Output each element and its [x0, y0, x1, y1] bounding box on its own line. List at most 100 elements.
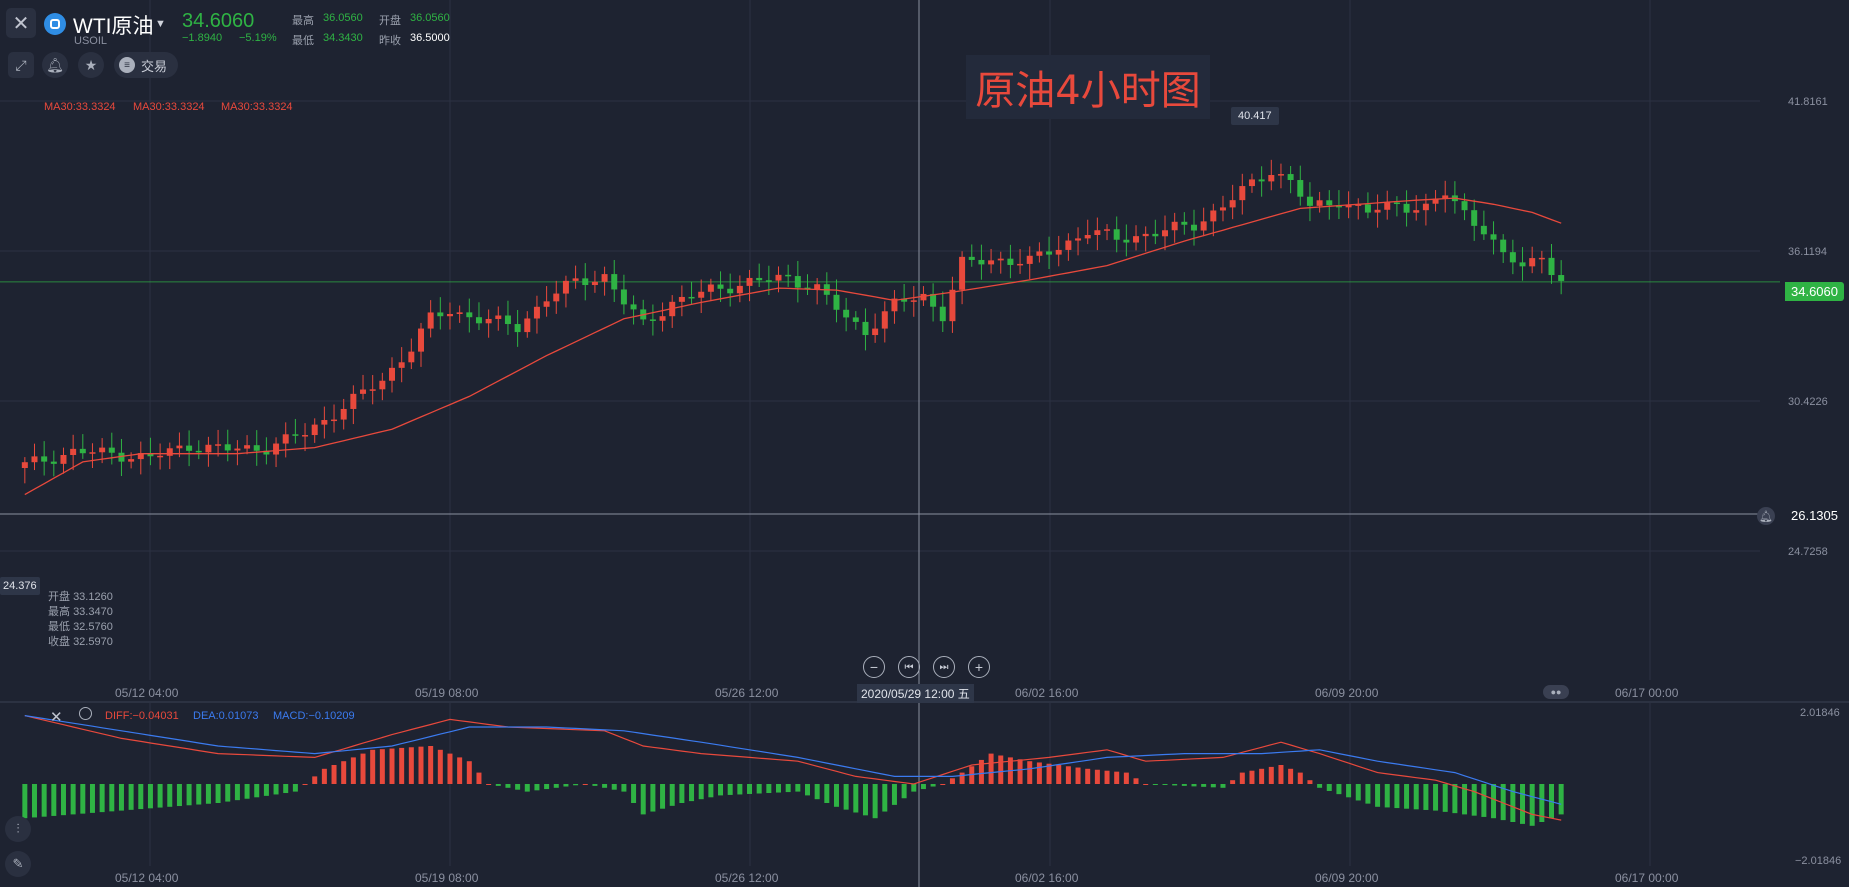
zoom-in-button[interactable]: +: [968, 656, 990, 678]
close-indicator-icon[interactable]: ✕: [50, 709, 63, 726]
macd-histogram-bar: [1201, 784, 1207, 787]
candle-body: [118, 452, 125, 462]
candle-body: [244, 445, 251, 449]
date-axis-label: 05/26 12:00: [715, 686, 779, 700]
candle-body: [1432, 198, 1439, 204]
chevron-down-icon[interactable]: ▼: [155, 18, 166, 30]
candle-body: [311, 424, 318, 436]
macd-histogram-bar: [553, 784, 559, 788]
macd-histogram-bar: [1065, 766, 1071, 784]
candle-body: [881, 311, 888, 329]
macd-histogram-bar: [1462, 784, 1468, 815]
scroll-last-button[interactable]: ⏭: [933, 656, 955, 678]
candle-body: [1509, 252, 1516, 263]
macd-histogram-bar: [1085, 768, 1091, 784]
candle-body: [1374, 209, 1381, 213]
candle-body: [369, 389, 376, 391]
edit-button[interactable]: ✎: [5, 851, 31, 877]
macd-histogram-bar: [969, 766, 975, 784]
candle-body: [302, 435, 309, 437]
macd-histogram-bar: [949, 778, 955, 784]
candle-body: [1413, 210, 1420, 213]
candle-body: [331, 419, 338, 422]
candle-body: [456, 312, 463, 314]
alert-button[interactable]: 🔔︎: [42, 52, 68, 78]
candle-body: [128, 459, 135, 462]
macd-histogram-bar: [862, 784, 868, 816]
candle-body: [659, 316, 666, 321]
candle-body: [466, 312, 473, 318]
candle-body: [572, 278, 579, 281]
candle-body: [215, 444, 222, 446]
zoom-out-button[interactable]: −: [863, 656, 885, 678]
bell-icon[interactable]: 🔔︎: [1757, 507, 1775, 525]
candle-body: [147, 453, 154, 457]
candle-body: [1239, 186, 1246, 201]
scroll-first-button[interactable]: ⏮: [898, 656, 920, 678]
scroll-handle-icon[interactable]: ●●: [1543, 685, 1569, 699]
favorite-button[interactable]: ★: [78, 52, 104, 78]
macd-axis-bottom: −2.01846: [1795, 855, 1842, 867]
macd-histogram-bar: [360, 753, 366, 784]
last-price: 34.6060: [182, 10, 255, 32]
macd-histogram-bar: [321, 768, 327, 784]
candle-body: [717, 284, 724, 289]
macd-histogram-bar: [89, 784, 95, 813]
macd-histogram-bar: [1143, 784, 1149, 785]
candle-body: [1152, 233, 1159, 237]
candle-body: [678, 296, 685, 302]
candle-body: [1026, 255, 1033, 264]
candle-body: [543, 301, 550, 307]
macd-histogram-bar: [679, 784, 685, 803]
trade-button[interactable]: ≡ 交易: [114, 52, 178, 78]
macd-histogram-bar: [998, 755, 1004, 784]
candle-body: [389, 367, 396, 381]
macd-histogram-bar: [1094, 769, 1100, 784]
candle-body: [1036, 251, 1043, 256]
candle-body: [485, 318, 492, 324]
candle-body: [408, 351, 415, 363]
ohlc-close-label: 收盘: [48, 636, 70, 648]
candle-body: [939, 306, 946, 322]
draw-tool-button[interactable]: ⤢: [8, 52, 34, 78]
candle-body: [1345, 204, 1352, 208]
instrument-icon: [44, 13, 66, 35]
macd-histogram-bar: [1220, 784, 1226, 788]
candle-body: [1219, 207, 1226, 211]
candle-body: [89, 452, 96, 454]
macd-histogram-bar: [1326, 784, 1332, 791]
macd-histogram-bar: [205, 784, 211, 804]
candle-body: [949, 289, 956, 322]
macd-histogram-bar: [1317, 784, 1323, 788]
candle-body: [524, 318, 531, 333]
candle-body: [765, 280, 772, 282]
indicator-button[interactable]: ⫶: [5, 816, 31, 842]
low-marker: 24.376: [0, 577, 40, 595]
candle-body: [1258, 179, 1265, 182]
candle-body: [108, 447, 115, 453]
macd-histogram-bar: [959, 772, 965, 784]
ma-legend-item: MA30:33.3324: [44, 101, 116, 113]
candle-body: [321, 420, 328, 425]
macd-histogram-bar: [476, 772, 482, 784]
macd-value-label: MACD:−0.10209: [273, 710, 355, 722]
price-change-pct: −5.19%: [239, 32, 277, 44]
stat-prevclose-label: 昨收: [379, 35, 401, 47]
date-axis-label: 05/12 04:00: [115, 686, 179, 700]
macd-histogram-bar: [234, 784, 240, 801]
candle-body: [688, 296, 695, 299]
macd-histogram-bar: [1297, 772, 1303, 784]
candle-body: [186, 445, 193, 451]
macd-histogram-bar: [573, 784, 579, 786]
close-button[interactable]: ✕: [6, 8, 36, 38]
candle-body: [1471, 210, 1478, 226]
settings-icon[interactable]: [79, 707, 92, 720]
symbol-name[interactable]: WTI原油: [73, 15, 154, 38]
candle-body: [591, 281, 598, 286]
macd-histogram-bar: [1046, 763, 1052, 784]
macd-histogram-bar: [737, 784, 743, 795]
candle-body: [843, 309, 850, 318]
price-axis-label: 30.4226: [1788, 396, 1828, 408]
macd-histogram-bar: [437, 749, 443, 784]
